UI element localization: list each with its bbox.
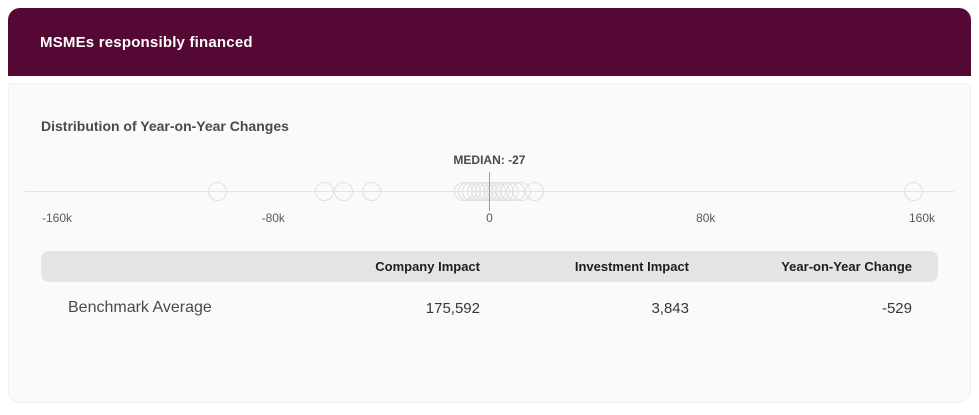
cell-investment-impact: 3,843	[651, 299, 689, 317]
metric-card-body: Distribution of Year-on-Year Changes MED…	[8, 83, 971, 403]
axis-tick-label: -80k	[261, 211, 285, 225]
data-point-circle[interactable]	[361, 182, 381, 201]
yoy-distribution-strip-plot: MEDIAN: -27 -160k -80k 0 80k 160k	[25, 151, 954, 229]
axis-tick-label: -160k	[41, 211, 73, 225]
table-row: Benchmark Average 175,592 3,843 -529	[41, 282, 938, 317]
cell-yoy-change: -529	[881, 299, 912, 317]
col-header-company-impact: Company Impact	[375, 259, 480, 274]
col-header-investment-impact: Investment Impact	[574, 259, 689, 274]
data-point-circle[interactable]	[525, 182, 545, 201]
table-header-row: Company Impact Investment Impact Year-on…	[41, 251, 938, 282]
chart-title: Distribution of Year-on-Year Changes	[41, 118, 289, 134]
col-header-yoy-change: Year-on-Year Change	[781, 259, 912, 274]
axis-tick-label: 160k	[908, 211, 936, 225]
row-label: Benchmark Average	[68, 299, 212, 316]
metric-title: MSMEs responsibly financed	[40, 33, 253, 51]
median-label: MEDIAN: -27	[453, 153, 526, 167]
data-point-circle[interactable]	[207, 182, 227, 201]
metric-card-header: MSMEs responsibly financed	[8, 8, 971, 76]
data-point-circle[interactable]	[904, 182, 924, 201]
axis-tick-label: 80k	[696, 211, 716, 225]
cell-company-impact: 175,592	[425, 299, 480, 317]
data-point-circle[interactable]	[314, 182, 334, 201]
data-point-circle[interactable]	[333, 182, 353, 201]
axis-tick-label: 0	[486, 211, 493, 225]
benchmark-table: Company Impact Investment Impact Year-on…	[41, 251, 938, 317]
median-line	[488, 172, 491, 211]
plot-rail: MEDIAN: -27 -160k -80k 0 80k 160k	[42, 151, 935, 229]
